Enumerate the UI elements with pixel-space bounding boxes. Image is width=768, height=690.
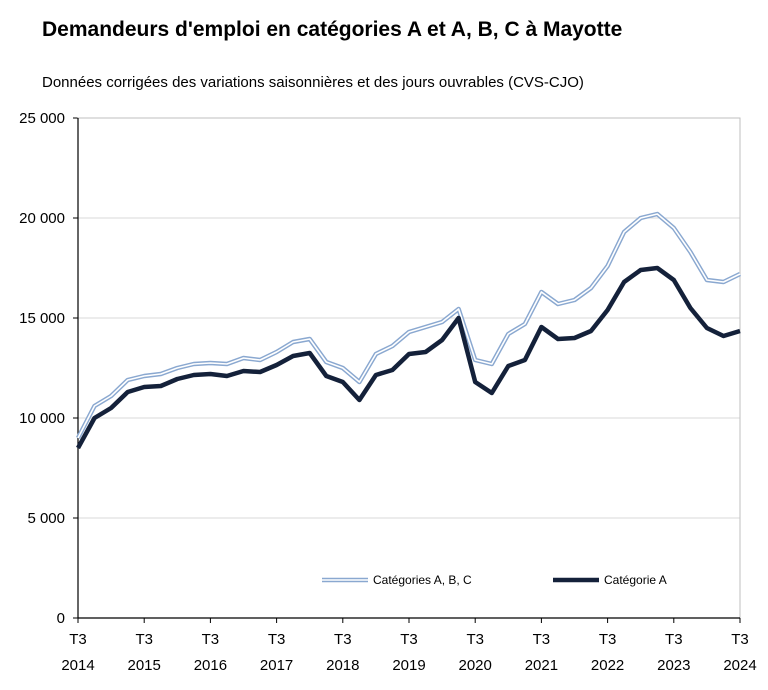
chart-subtitle: Données corrigées des variations saisonn…	[42, 74, 584, 91]
y-tick-label: 15 000	[19, 310, 65, 327]
legend-label-abc: Catégories A, B, C	[373, 573, 472, 587]
x-tick-quarter: T3	[400, 631, 418, 648]
x-tick-quarter: T3	[202, 631, 220, 648]
x-tick-year: 2021	[525, 657, 558, 674]
x-tick-quarter: T3	[533, 631, 551, 648]
x-tick-year: 2020	[459, 657, 492, 674]
x-tick-year: 2024	[723, 657, 756, 674]
x-tick-quarter: T3	[69, 631, 87, 648]
y-tick-label: 0	[57, 610, 65, 627]
x-tick-year: 2019	[392, 657, 425, 674]
axes	[73, 117, 741, 623]
series-a-line	[76, 265, 741, 450]
x-tick-year: 2018	[326, 657, 359, 674]
series-lines	[76, 211, 741, 450]
x-tick-quarter: T3	[731, 631, 749, 648]
y-tick-label: 10 000	[19, 410, 65, 427]
y-tick-label: 25 000	[19, 110, 65, 127]
x-tick-quarter: T3	[665, 631, 683, 648]
x-tick-labels: T3 2014 T3 2015 T3 2016 T3 2017 T3 2018 T3 2019 T3 20…	[61, 631, 756, 674]
x-tick-quarter: T3	[135, 631, 153, 648]
series-abc-outline	[76, 211, 741, 440]
y-tick-label: 20 000	[19, 210, 65, 227]
x-tick-quarter: T3	[334, 631, 352, 648]
x-tick-year: 2014	[61, 657, 94, 674]
y-tick-labels: 0 5 000 10 000 15 000 20 000 25 000	[19, 110, 65, 627]
x-tick-year: 2016	[194, 657, 227, 674]
x-tick-year: 2023	[657, 657, 690, 674]
gridlines	[78, 117, 740, 519]
legend-label-a: Catégorie A	[604, 573, 667, 587]
x-tick-year: 2017	[260, 657, 293, 674]
y-tick-label: 5 000	[27, 510, 65, 527]
chart-title: Demandeurs d'emploi en catégories A et A…	[42, 18, 623, 41]
x-tick-quarter: T3	[466, 631, 484, 648]
x-tick-quarter: T3	[268, 631, 286, 648]
legend: Catégories A, B, C Catégorie A	[322, 573, 667, 587]
x-tick-quarter: T3	[599, 631, 617, 648]
x-tick-year: 2015	[128, 657, 161, 674]
series-abc-line	[77, 213, 741, 439]
x-tick-year: 2022	[591, 657, 624, 674]
